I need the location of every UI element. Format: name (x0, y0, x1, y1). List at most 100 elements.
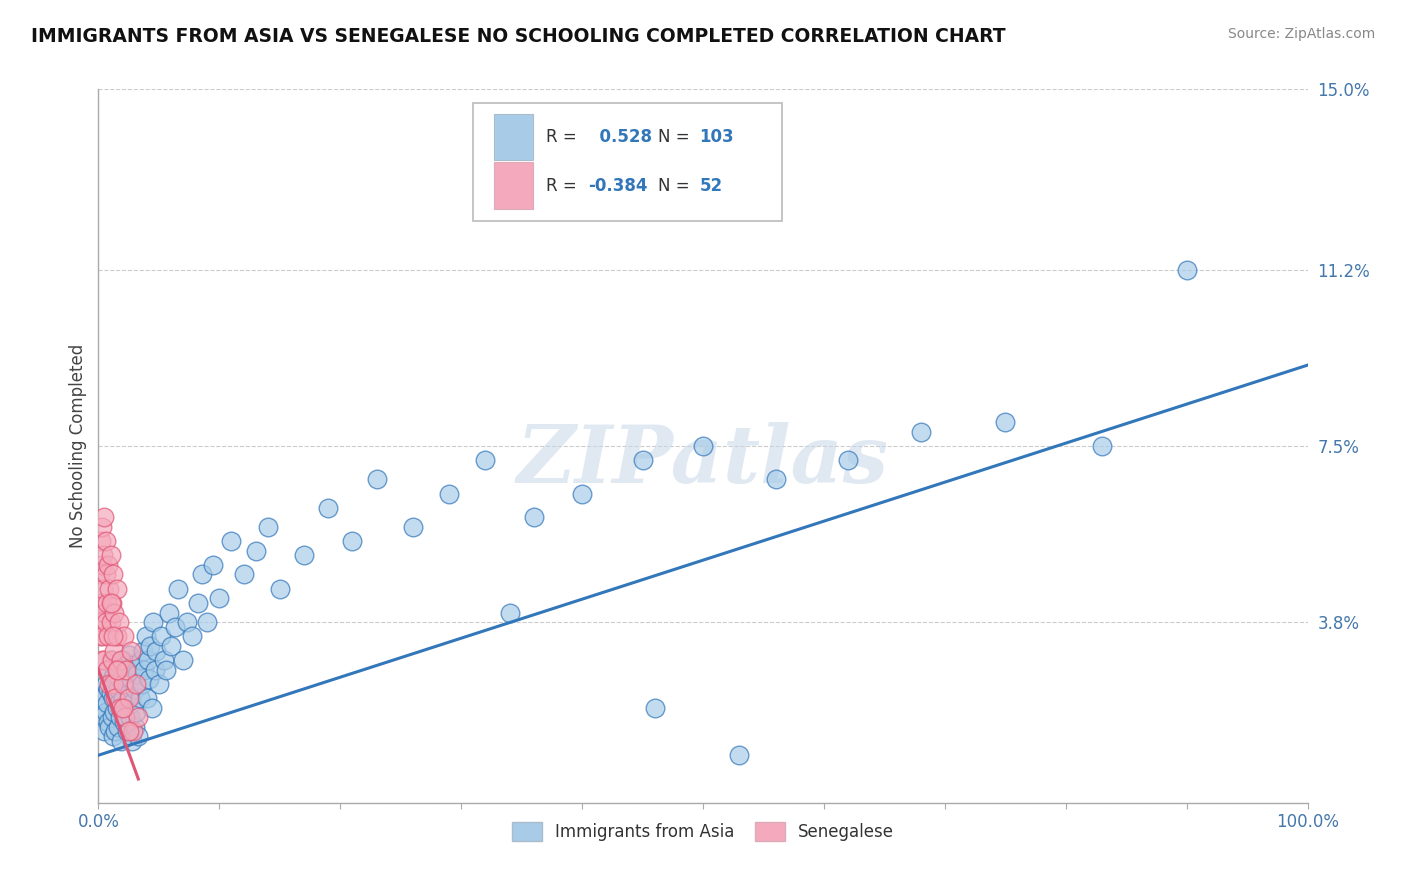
Point (134, 663, 156, 677)
Point (103, 606, 125, 620)
Point (100, 549, 122, 563)
Point (180, 629, 202, 643)
Point (155, 663, 177, 677)
Point (152, 653, 174, 667)
Point (114, 700, 136, 714)
Text: IMMIGRANTS FROM ASIA VS SENEGALESE NO SCHOOLING COMPLETED CORRELATION CHART: IMMIGRANTS FROM ASIA VS SENEGALESE NO SC… (31, 27, 1005, 45)
Point (120, 643, 142, 657)
Point (269, 582, 291, 596)
Point (97, 629, 120, 643)
Point (91, 653, 114, 667)
Point (110, 653, 132, 667)
Point (402, 520, 425, 534)
Point (103, 667, 125, 681)
Point (125, 677, 148, 691)
Point (316, 500, 339, 515)
Point (98, 582, 121, 596)
Point (1175, 263, 1198, 277)
Point (104, 686, 127, 700)
Point (136, 653, 159, 667)
Point (644, 700, 666, 714)
Point (125, 706, 148, 720)
Point (765, 472, 787, 486)
Point (100, 596, 122, 610)
Point (127, 729, 149, 743)
Point (104, 724, 127, 739)
Point (93, 724, 115, 739)
Point (101, 691, 124, 706)
Point (103, 643, 125, 657)
Y-axis label: No Schooling Completed: No Schooling Completed (69, 344, 87, 548)
Point (91, 582, 114, 596)
Point (115, 663, 138, 677)
Text: 103: 103 (699, 128, 734, 146)
Point (121, 734, 143, 748)
Text: 52: 52 (699, 177, 723, 194)
Point (176, 615, 198, 629)
Point (160, 639, 183, 653)
Point (1091, 439, 1114, 453)
Point (101, 729, 124, 743)
Point (112, 629, 135, 643)
Point (107, 681, 129, 696)
Point (105, 700, 128, 714)
Point (96, 663, 118, 677)
Point (97, 681, 120, 696)
Text: ZIPatlas: ZIPatlas (517, 422, 889, 499)
Point (96, 596, 118, 610)
Text: N =: N = (658, 177, 690, 194)
Point (103, 706, 125, 720)
Point (105, 582, 128, 596)
Point (91, 520, 114, 534)
Point (89, 567, 111, 582)
Point (111, 677, 134, 691)
Point (837, 453, 859, 467)
Point (523, 510, 546, 524)
Point (90, 596, 112, 610)
Point (94, 567, 117, 582)
Point (157, 606, 180, 620)
Point (167, 582, 190, 596)
Text: 0.528: 0.528 (588, 128, 652, 146)
Point (202, 558, 225, 572)
Point (132, 643, 155, 657)
Point (195, 615, 218, 629)
Point (115, 663, 138, 677)
Point (96, 663, 118, 677)
Point (692, 439, 714, 453)
Point (107, 663, 129, 677)
Point (118, 710, 141, 724)
Point (172, 653, 194, 667)
Point (90, 534, 112, 549)
Point (101, 629, 124, 643)
Point (292, 549, 315, 563)
Point (139, 639, 162, 653)
Point (104, 691, 127, 706)
Point (910, 425, 932, 439)
Point (94, 534, 117, 549)
Point (101, 567, 124, 582)
Point (100, 596, 122, 610)
Point (122, 724, 145, 739)
Point (118, 686, 141, 700)
Text: R =: R = (546, 177, 576, 194)
Bar (494, 162, 533, 209)
Point (437, 486, 460, 500)
Point (117, 724, 139, 739)
Point (108, 615, 131, 629)
Point (187, 596, 209, 610)
Point (90, 615, 112, 629)
Point (141, 700, 163, 714)
FancyBboxPatch shape (474, 103, 782, 221)
Point (142, 615, 165, 629)
Point (94, 677, 117, 691)
Point (571, 486, 593, 500)
Point (994, 415, 1017, 429)
Point (100, 653, 122, 667)
Point (138, 672, 160, 686)
Point (256, 520, 278, 534)
Point (108, 672, 131, 686)
Point (90, 700, 112, 714)
Point (101, 677, 124, 691)
Point (114, 677, 136, 691)
